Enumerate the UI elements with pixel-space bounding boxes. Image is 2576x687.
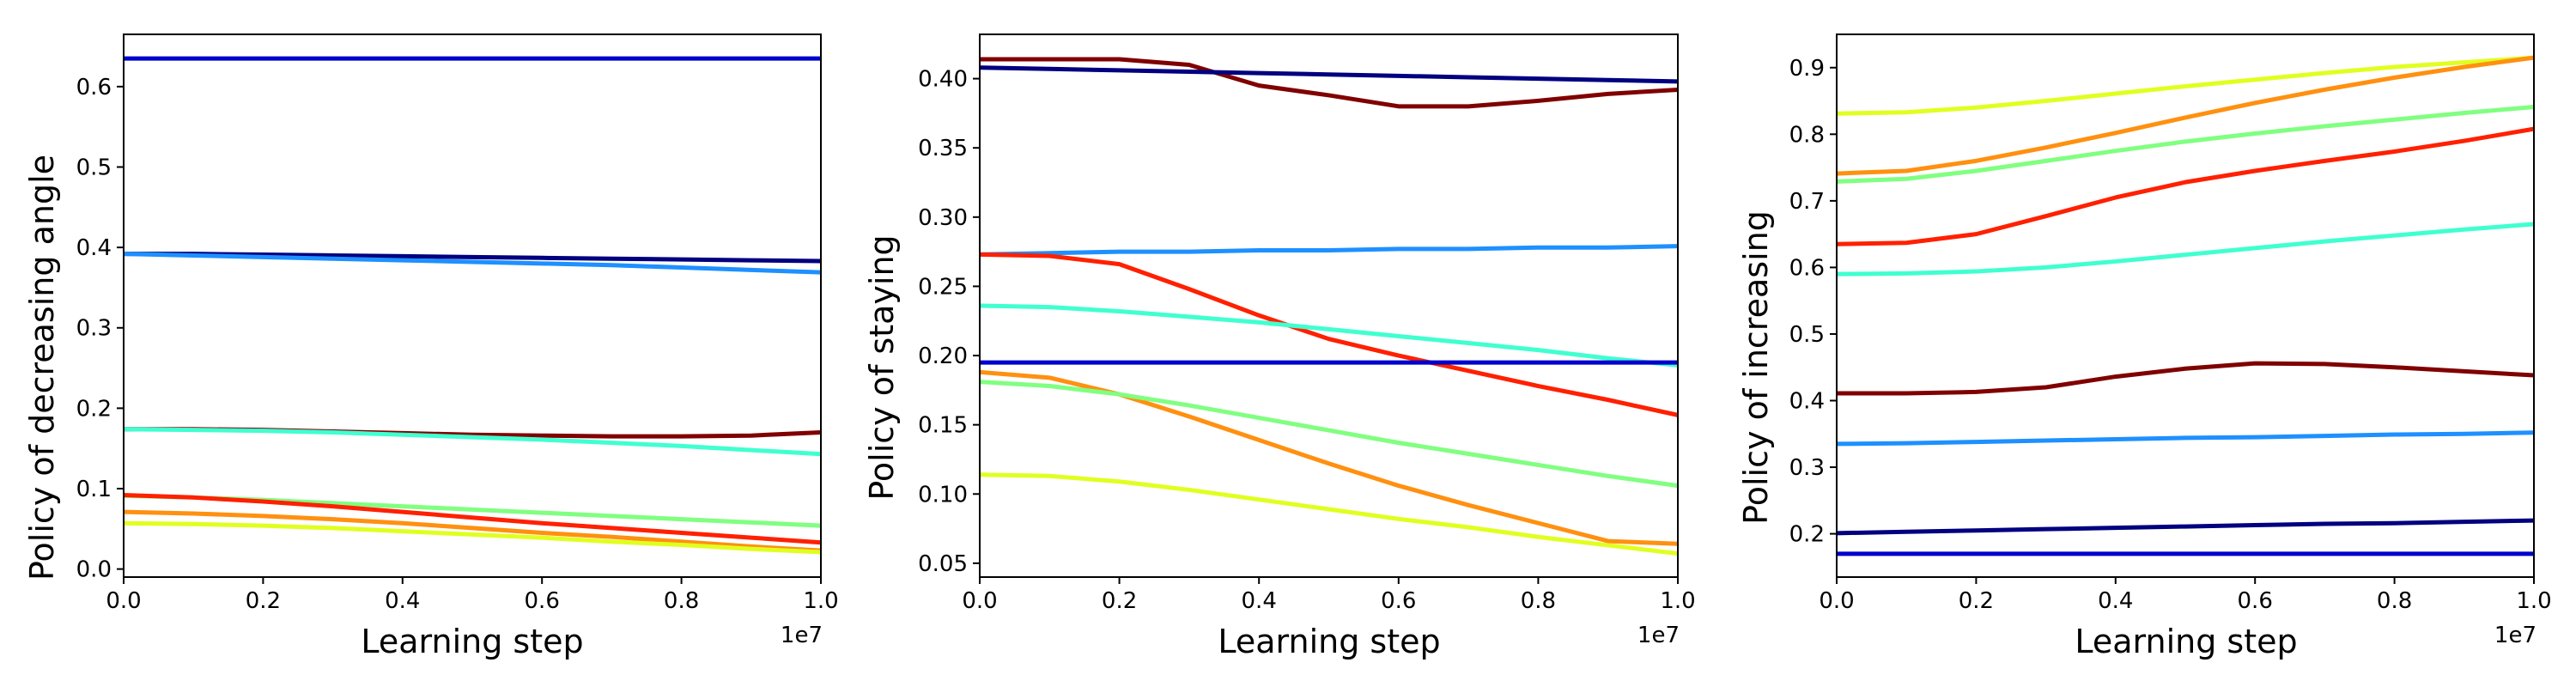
y-axis-label: Policy of decreasing angle (23, 155, 61, 581)
y-tick-label: 0.15 (918, 413, 968, 439)
y-tick-label: 0.10 (918, 482, 968, 508)
series-line (979, 244, 1679, 257)
y-tick-label: 0.30 (918, 205, 968, 231)
y-tick-label: 0.2 (1789, 522, 1825, 548)
series-line (1836, 55, 2535, 116)
x-axis-ticks: 0.0 0.2 0.4 0.6 0.8 1.0 (962, 577, 1696, 614)
x-axis-label: Learning step (361, 623, 583, 660)
series-line (123, 520, 822, 555)
x-tick-label: 0.8 (1521, 588, 1556, 614)
series-line (980, 57, 1679, 109)
x-axis-offset-label: 1e7 (2494, 623, 2537, 648)
series-line (1837, 361, 2535, 396)
y-tick-label: 0.4 (76, 235, 112, 261)
y-tick-label: 0.9 (1789, 56, 1825, 82)
y-tick-label: 0.35 (918, 136, 968, 161)
series-line (979, 252, 1679, 417)
plot-frame (1836, 33, 2535, 578)
series-line (123, 493, 822, 545)
y-tick-label: 0.3 (76, 316, 112, 342)
y-tick-label: 0.20 (918, 344, 968, 369)
series-line (1836, 430, 2535, 447)
plot-area: 0.0 0.2 0.4 0.6 0.8 1.0 0.0 0.1 0.2 0.3 0.4 0.5 0.6 (76, 33, 839, 614)
series-line (1836, 518, 2535, 536)
x-axis-offset-label: 1e7 (781, 623, 823, 648)
x-axis-offset-label: 1e7 (1637, 623, 1680, 648)
y-axis-ticks: 0.2 0.3 0.4 0.5 0.6 0.7 0.8 0.9 (1789, 56, 1837, 548)
x-tick-label: 0.0 (962, 588, 997, 614)
plot-area: 0.0 0.2 0.4 0.6 0.8 1.00.20.30.40.50.60.70.80… (1789, 33, 2552, 614)
y-tick-label: 0.1 (76, 477, 112, 502)
x-tick-label: 0.8 (664, 588, 699, 614)
plot-frame (979, 33, 1679, 578)
chart-panel-staying: Policy of staying Learning step 1e7 0.0 0… (863, 33, 1696, 660)
y-tick-label: 0.3 (1789, 455, 1825, 481)
chart-panel-decreasing-angle: Policy of decreasing angle Learning step… (23, 33, 839, 660)
y-tick-label: 0.0 (76, 557, 112, 583)
y-tick-label: 0.8 (1789, 122, 1825, 148)
series-line (1836, 105, 2535, 184)
series-line (1836, 55, 2535, 176)
y-axis-ticks: 0.05 0.10 0.15 0.20 0.25 0.30 0.35 0.40 (918, 67, 980, 577)
y-tick-label: 0.25 (918, 274, 968, 300)
series-line (1836, 222, 2535, 277)
y-tick-label: 0.4 (1789, 389, 1825, 415)
series-line (1836, 126, 2535, 246)
y-tick-label: 0.40 (918, 67, 968, 93)
series-line (123, 509, 822, 553)
y-axis-label: Policy of staying (863, 234, 901, 500)
y-tick-label: 0.7 (1789, 189, 1825, 215)
x-axis-ticks: 0.0 0.2 0.4 0.6 0.8 1.0 (106, 577, 839, 614)
x-tick-label: 0.4 (385, 588, 420, 614)
x-tick-label: 0.4 (2098, 588, 2133, 614)
y-axis-ticks: 0.0 0.1 0.2 0.3 0.4 0.5 0.6 (76, 75, 124, 583)
x-tick-label: 0.8 (2377, 588, 2412, 614)
x-tick-label: 0.2 (1102, 588, 1137, 614)
chart-panel-increasing: Policy of increasing Learning step 1e7 0… (1737, 33, 2552, 660)
x-tick-label: 1.0 (1660, 588, 1695, 614)
y-tick-label: 0.5 (76, 155, 112, 180)
x-tick-label: 1.0 (803, 588, 838, 614)
y-tick-label: 0.6 (1789, 255, 1825, 281)
x-tick-label: 0.6 (525, 588, 560, 614)
y-tick-label: 0.2 (76, 396, 112, 422)
x-tick-label: 0.2 (246, 588, 281, 614)
x-axis-label: Learning step (2075, 623, 2297, 660)
series-line (979, 380, 1679, 489)
series-line (979, 369, 1679, 546)
x-tick-label: 0.6 (2238, 588, 2273, 614)
x-axis-ticks: 0.0 0.2 0.4 0.6 0.8 1.0 (1819, 577, 2552, 614)
x-tick-label: 0.4 (1242, 588, 1277, 614)
series-line (123, 252, 822, 275)
y-tick-label: 0.6 (76, 75, 112, 100)
x-tick-label: 0.0 (106, 588, 141, 614)
y-axis-label: Policy of increasing (1737, 210, 1775, 525)
plot-area: 0.0 0.2 0.4 0.6 0.8 1.00.050.100.150.200.250.… (918, 33, 1696, 614)
plot-frame (123, 33, 822, 578)
y-tick-label: 0.05 (918, 551, 968, 577)
series-line (979, 472, 1679, 556)
series-line (979, 65, 1679, 84)
x-axis-label: Learning step (1218, 623, 1440, 660)
y-tick-label: 0.5 (1789, 322, 1825, 348)
x-tick-label: 0.6 (1381, 588, 1416, 614)
x-tick-label: 0.0 (1819, 588, 1854, 614)
x-tick-label: 1.0 (2516, 588, 2551, 614)
series-line (979, 303, 1679, 368)
series-line (123, 427, 822, 457)
x-tick-label: 0.2 (1959, 588, 1994, 614)
